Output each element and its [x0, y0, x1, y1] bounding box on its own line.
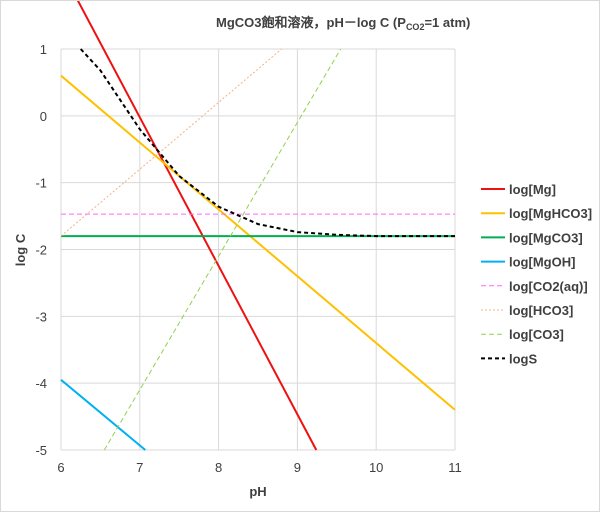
series-line-6: [103, 48, 342, 451]
y-tick-label: -2: [35, 243, 47, 258]
y-tick-label: 1: [40, 42, 47, 57]
legend-label-4: log[CO2(aq)]: [509, 279, 588, 294]
series-line-3: [60, 379, 146, 451]
legend-label-7: logS: [509, 351, 537, 366]
legend-label-6: log[CO3]: [509, 327, 564, 342]
y-axis-title: log C: [13, 233, 28, 266]
y-tick-label: -5: [35, 443, 47, 458]
legend-label-3: log[MgOH]: [509, 255, 575, 270]
x-tick-label: 6: [57, 460, 64, 475]
series-line-1: [60, 74, 456, 411]
legend-label-2: log[MgCO3]: [509, 230, 583, 245]
legend-label-5: log[HCO3]: [509, 303, 573, 318]
x-tick-label: 9: [294, 460, 301, 475]
chart-title-subscript: CO2: [406, 22, 425, 32]
grid: [60, 48, 456, 451]
legend-label-1: log[MgHCO3]: [509, 206, 592, 221]
chart-title-main: MgCO3飽和溶液，pH－log C (P: [216, 15, 406, 30]
chart-title-end: =1 atm): [424, 15, 470, 30]
x-tick-label: 11: [448, 460, 462, 475]
x-axis-title: pH: [249, 484, 266, 499]
y-tick-label: -3: [35, 309, 47, 324]
series-lines: [60, 1, 456, 451]
series-line-0: [76, 1, 318, 451]
x-tick-label: 8: [215, 460, 222, 475]
y-tick-label: -1: [35, 176, 47, 191]
y-tick-label: 0: [40, 109, 47, 124]
x-tick-label: 10: [369, 460, 383, 475]
legend-label-0: log[Mg]: [509, 182, 556, 197]
legend: log[Mg] log[MgHCO3] log[MgCO3] log[MgOH] log…: [481, 182, 592, 366]
series-line-7: [79, 48, 455, 238]
x-tick-label: 7: [136, 460, 143, 475]
chart-title: MgCO3飽和溶液，pH－log C (PCO2=1 atm): [216, 15, 470, 32]
y-tick-label: -4: [35, 376, 47, 391]
series-line-5: [60, 48, 282, 237]
